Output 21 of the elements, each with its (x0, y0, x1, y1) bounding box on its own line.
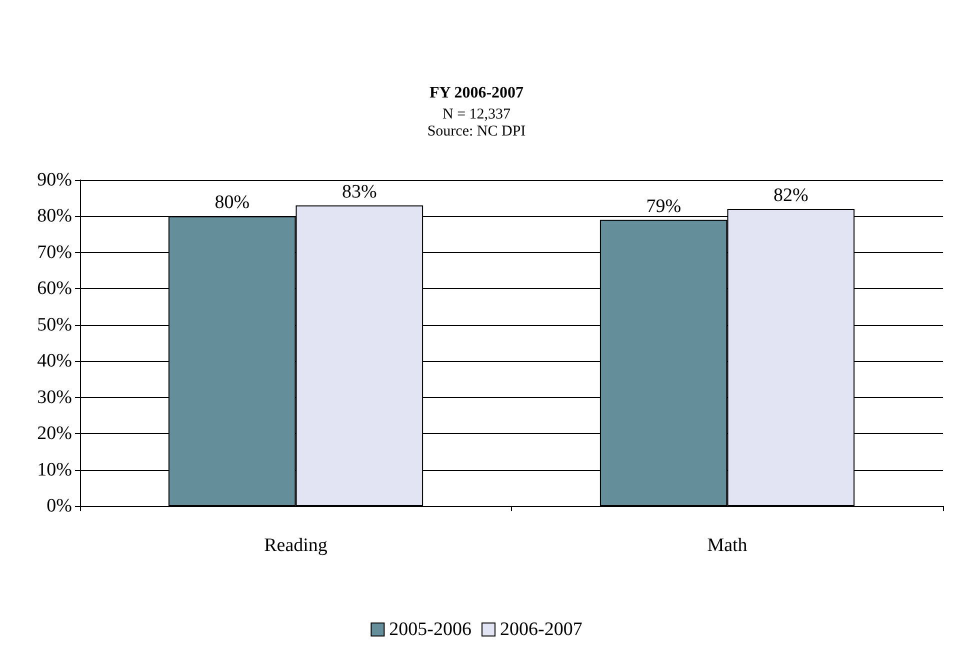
x-tick-label: Math (707, 535, 748, 556)
data-label: 83% (342, 181, 377, 202)
y-tick-label: 50% (37, 314, 72, 336)
data-label: 79% (646, 196, 682, 217)
y-tick-label: 60% (37, 278, 72, 300)
y-tick-label: 20% (37, 423, 72, 444)
y-tick-label: 70% (37, 242, 72, 263)
legend-label: 2006-2007 (500, 619, 582, 640)
chart-subtitle: N = 12,337 (442, 106, 512, 122)
y-tick-label: 30% (37, 386, 72, 408)
y-tick-label: 10% (37, 459, 72, 480)
legend-label: 2005-2006 (389, 619, 472, 640)
y-tick-label: 90% (37, 170, 72, 190)
y-tick-label: 40% (37, 350, 72, 372)
source-note: Source: NC DPI (427, 124, 526, 140)
chart-title: FY 2006-2007 (429, 84, 524, 102)
data-label: 82% (773, 184, 808, 206)
x-tick-label: Reading (264, 535, 328, 556)
y-tick-label: 80% (37, 206, 72, 227)
y-tick-label: 0% (46, 496, 72, 516)
data-label: 80% (214, 192, 250, 214)
